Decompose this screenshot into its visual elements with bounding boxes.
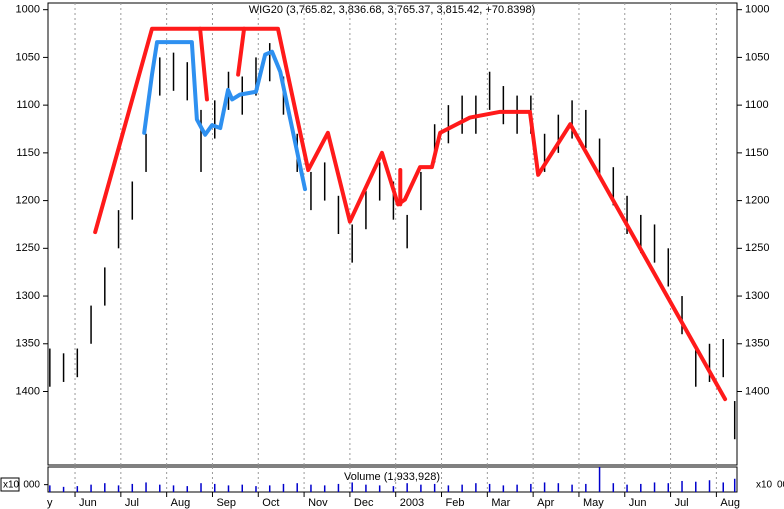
y-tick-label: 1300 [16,290,40,302]
y-tick-label-right: 1050 [745,51,769,63]
y-tick-label-right: 1150 [745,147,769,159]
x-tick-label: Nov [308,497,328,509]
x-tick-label: May [583,497,604,509]
trend-line [142,40,308,192]
x-tick-label: y [47,497,53,509]
volume-title: Volume (1,933,928) [344,471,440,483]
x-tick-label: Jul [125,497,139,509]
x-tick-label: Sep [216,497,236,509]
y-tick-label: 1250 [16,242,40,254]
y-tick-label-right: 1000 [745,4,769,16]
x-tick-label: 2003 [400,497,424,509]
y-tick-label: 1150 [16,147,40,159]
y-tick-label: 1350 [16,338,40,350]
multiplier-box [0,477,20,492]
y-tick-label: 1050 [16,51,40,63]
trend-line [236,26,247,77]
x-tick-label: Jul [675,497,689,509]
x-tick-label: Aug [720,497,740,509]
volume-frame [47,466,738,493]
x-tick-label: Dec [354,497,374,509]
chart-title: WIG20 (3,765.82, 3,836.68, 3,765.37, 3,8… [249,4,536,16]
trend-line [93,26,728,402]
y-tick-label-right: 1300 [745,290,769,302]
x-tick-label: Jun [79,497,97,509]
x-tick-label: Mar [491,497,510,509]
y-tick-label: 1200 [16,194,40,206]
volume-multiplier-right: x10 [756,480,773,491]
trend-line [198,26,209,102]
y-tick-label-right: 1200 [745,194,769,206]
y-tick-label: 1400 [16,385,40,397]
y-tick-label-right: 1350 [745,338,769,350]
volume-multiplier: x10 [3,480,20,491]
y-tick-label-right: 1400 [745,385,769,397]
x-tick-label: Apr [537,497,554,509]
price-frame [47,2,738,466]
x-tick-label: Aug [171,497,191,509]
x-tick-label: Feb [446,497,465,509]
volume-tick-label-right: 000 [777,479,784,490]
x-tick-label: Jun [629,497,647,509]
volume-tick-label: 000 [23,479,40,490]
y-tick-label-right: 1100 [745,99,769,111]
y-tick-label: 1000 [16,4,40,16]
y-tick-label-right: 1250 [745,242,769,254]
y-tick-label: 1100 [16,99,40,111]
x-tick-label: Oct [262,497,279,509]
